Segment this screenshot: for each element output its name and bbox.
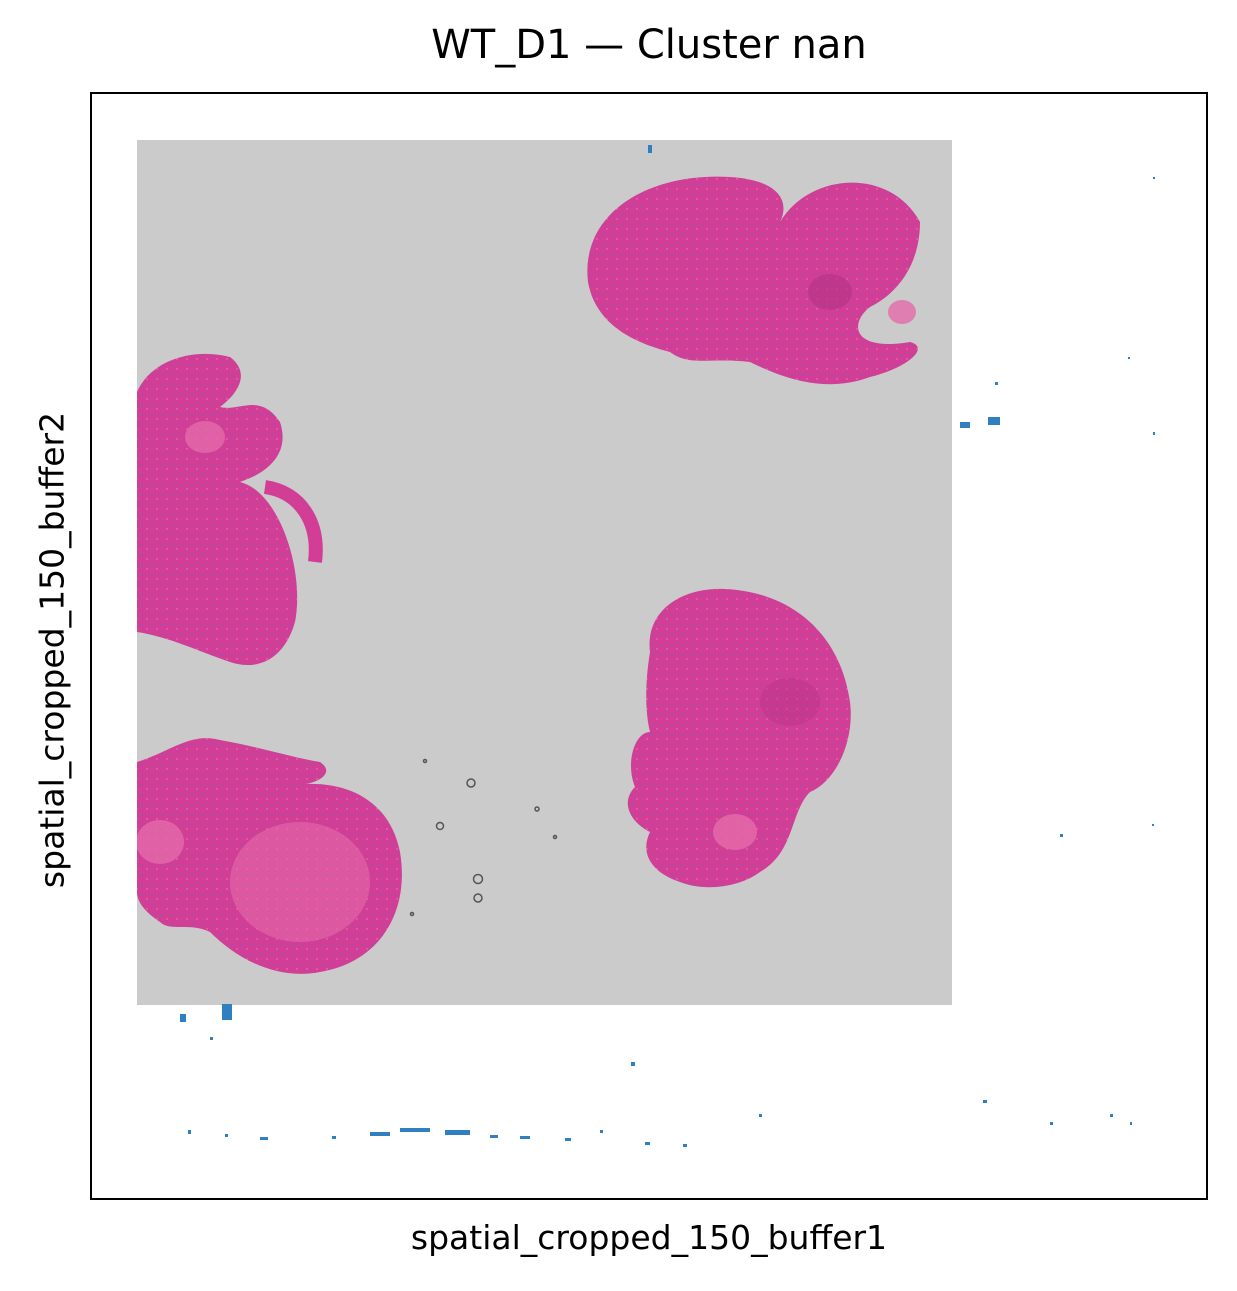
tissue-sections <box>137 176 920 974</box>
y-axis-label: spatial_cropped_150_buffer2 <box>32 411 72 889</box>
x-axis-label: spatial_cropped_150_buffer1 <box>410 1218 888 1257</box>
chart-title: WT_D1 — Cluster nan <box>431 22 867 68</box>
plot-canvas <box>137 140 1155 1147</box>
tissue-section-bottom-left <box>137 738 402 974</box>
tissue-section-top <box>587 176 920 385</box>
tissue-section-left <box>137 353 323 666</box>
tissue-section-middle-right <box>627 588 851 888</box>
scatter-points-outside <box>180 145 1155 1147</box>
slide-bubbles <box>409 758 558 917</box>
